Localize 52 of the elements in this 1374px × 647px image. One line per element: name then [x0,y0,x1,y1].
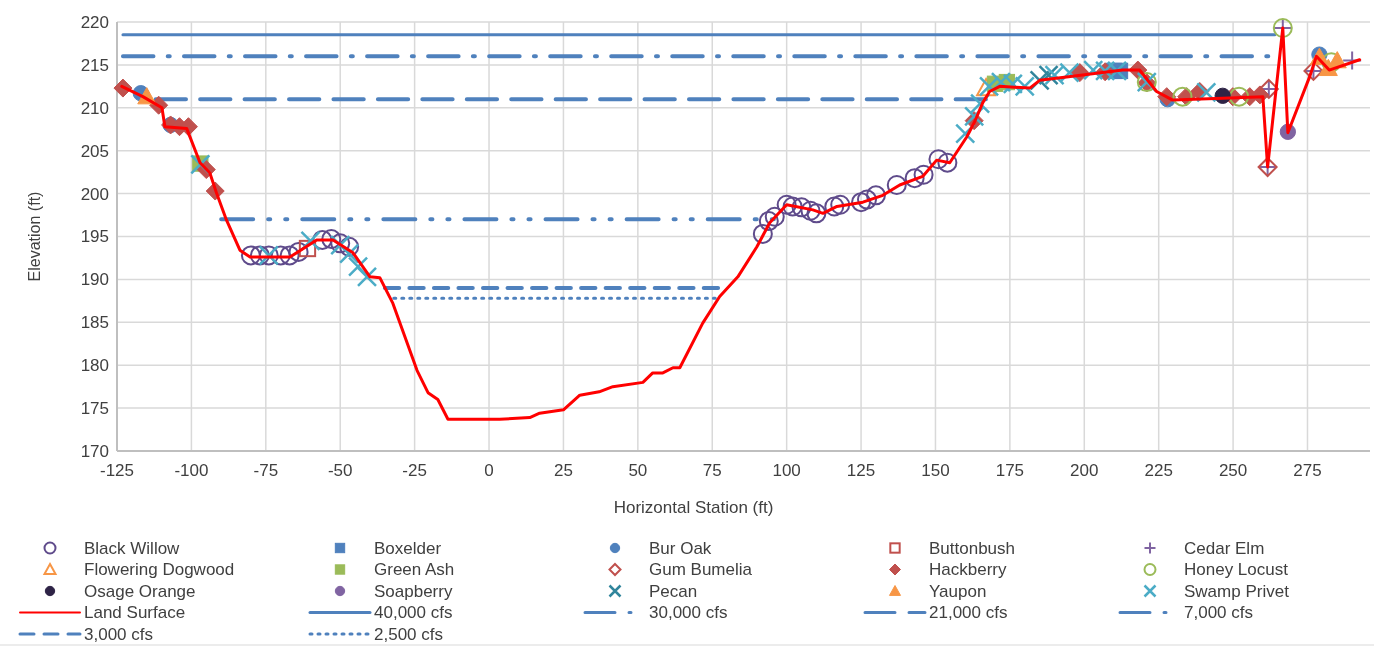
y-tick-label: 215 [80,55,109,75]
y-tick-label: 175 [80,399,109,419]
legend-label: 3,000 cfs [84,624,153,644]
legend-label: Green Ash [374,560,455,580]
y-tick-label: 190 [80,270,109,290]
legend-label: 40,000 cfs [374,603,453,623]
x-tick-label: 275 [1293,461,1322,480]
legend-label: Bur Oak [649,538,712,558]
legend-label: Boxelder [374,538,442,558]
legend-label: Swamp Privet [1184,581,1290,601]
legend-label: Land Surface [84,603,186,623]
y-tick-label: 200 [80,184,109,204]
x-tick-label: 25 [553,461,573,480]
x-tick-label: -75 [253,461,279,480]
x-tick-label: 100 [772,461,801,480]
legend-label: 2,500 cfs [374,624,443,644]
x-tick-label: -100 [174,461,209,480]
legend-label: Yaupon [929,581,987,601]
legend-label: 30,000 cfs [649,603,728,623]
x-tick-label: -125 [99,461,135,480]
legend-label: Soapberry [374,581,453,601]
legend-label: Flowering Dogwood [84,560,235,580]
legend-label: Buttonbush [929,538,1016,558]
legend-label: Honey Locust [1184,560,1289,580]
x-tick-label: 150 [921,461,950,480]
x-tick-label: 0 [484,461,494,480]
x-tick-label: 50 [628,461,648,480]
y-tick-label: 220 [80,12,109,32]
legend-label: Pecan [649,581,698,601]
legend-label: Gum Bumelia [649,560,753,580]
x-tick-label: 175 [995,461,1025,480]
legend-label: Cedar Elm [1184,538,1265,558]
y-tick-label: 195 [80,227,109,247]
x-tick-label: 125 [846,461,876,480]
legend-label: Osage Orange [84,581,196,601]
y-tick-label: 205 [80,141,109,161]
y-tick-label: 210 [80,98,109,118]
legend-label: 21,000 cfs [929,603,1008,623]
x-tick-label: -25 [402,461,427,480]
y-tick-label: 185 [80,313,109,333]
legend-label: Hackberry [929,560,1007,580]
y-axis-title: Elevation (ft) [26,191,43,282]
legend-label: 7,000 cfs [1184,603,1253,623]
y-tick-label: 170 [80,441,109,461]
y-tick-label: 180 [80,356,109,376]
x-tick-label: 250 [1218,461,1248,480]
x-tick-label: -50 [327,461,353,480]
legend-label: Black Willow [84,538,181,558]
x-tick-label: 200 [1070,461,1099,480]
x-tick-label: 75 [702,461,722,480]
x-tick-label: 225 [1144,461,1173,480]
x-axis-title: Horizontal Station (ft) [613,498,774,517]
